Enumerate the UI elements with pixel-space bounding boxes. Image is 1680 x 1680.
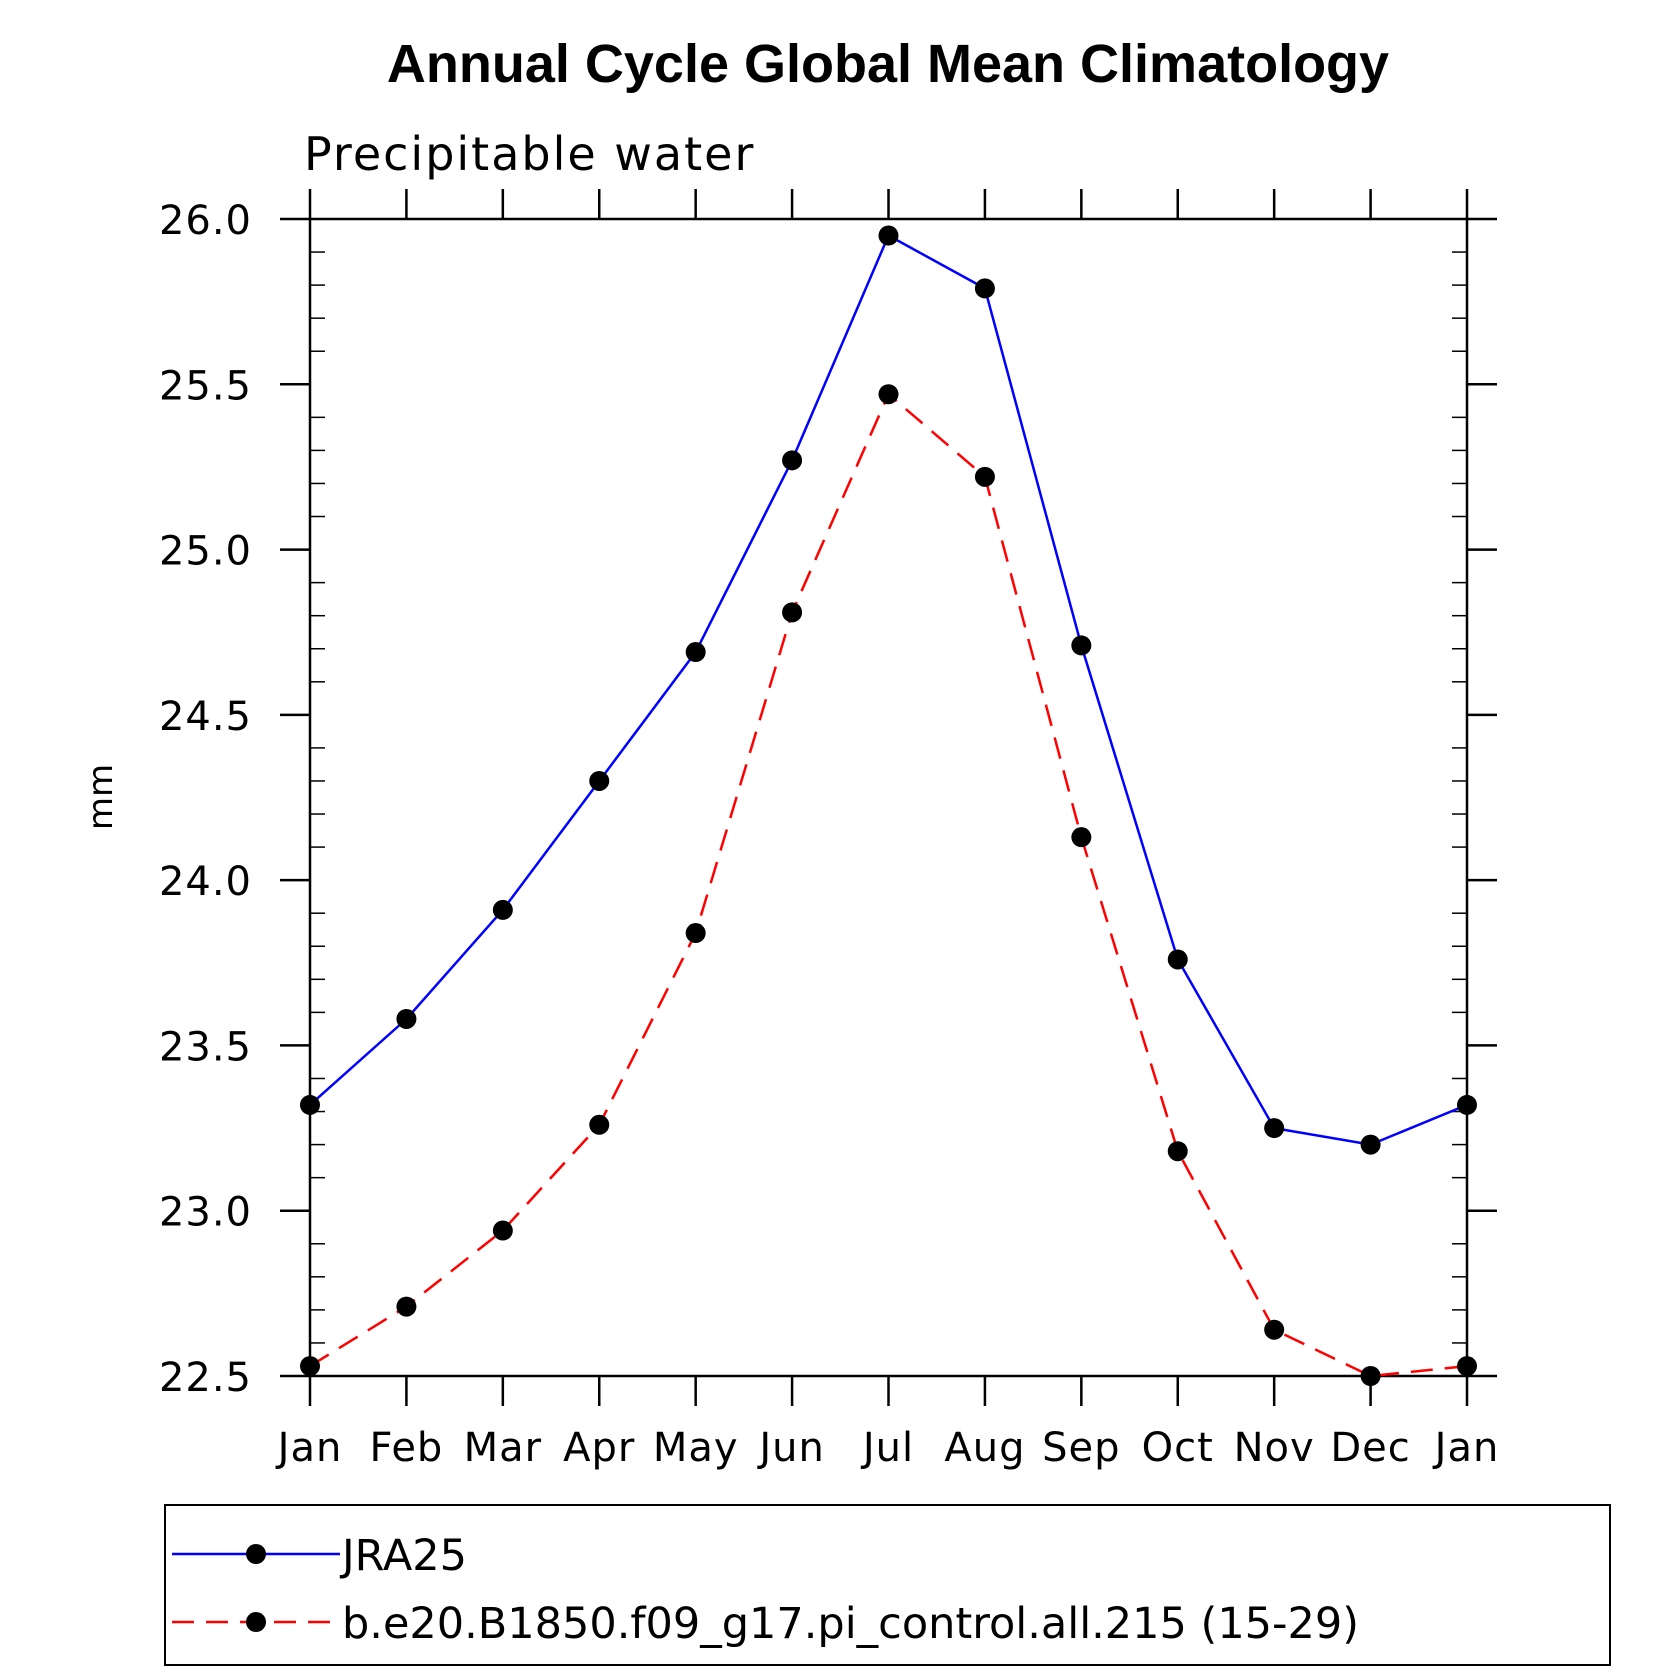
ticks	[280, 189, 1497, 1406]
y-tick-label: 25.0	[159, 529, 252, 575]
x-tick-label: Aug	[944, 1425, 1025, 1471]
legend: JRA25 b.e20.B1850.f09_g17.pi_control.all.…	[164, 1504, 1611, 1666]
data-point	[1360, 1134, 1381, 1155]
y-tick-label: 25.5	[159, 363, 252, 409]
y-tick-label: 23.5	[159, 1024, 252, 1070]
data-point	[396, 1008, 417, 1029]
x-tick-label: May	[653, 1425, 739, 1471]
x-tick-label: Mar	[464, 1425, 542, 1471]
data-point	[589, 770, 610, 791]
x-tick-label: Jun	[756, 1425, 825, 1471]
y-tick-label: 23.0	[159, 1190, 252, 1236]
data-point	[300, 1356, 320, 1377]
data-point	[492, 1220, 513, 1241]
legend-marker-0	[246, 1544, 266, 1564]
data-point	[974, 278, 995, 299]
x-tick-label: Jul	[860, 1425, 914, 1471]
y-tick-label: 22.5	[159, 1355, 252, 1401]
data-point	[1167, 949, 1188, 970]
data-point	[782, 602, 803, 623]
x-tick-label: Jan	[275, 1425, 343, 1471]
data-point	[1360, 1366, 1381, 1386]
data-point	[1167, 1141, 1188, 1162]
x-tick-label: Apr	[563, 1425, 635, 1471]
data-point	[1457, 1094, 1477, 1115]
y-tick-label: 26.0	[159, 198, 252, 244]
x-tick-label: Oct	[1142, 1425, 1214, 1471]
x-tick-label: Nov	[1234, 1425, 1315, 1471]
legend-label-0: JRA25	[339, 1531, 467, 1581]
series-markers	[300, 225, 1477, 1386]
data-point	[685, 642, 706, 663]
data-point	[1457, 1356, 1477, 1377]
data-point	[589, 1114, 610, 1135]
series-line-1	[309, 392, 1468, 1378]
x-tick-label: Dec	[1330, 1425, 1410, 1471]
data-point	[396, 1296, 417, 1317]
chart-title: Annual Cycle Global Mean Climatology	[387, 34, 1389, 94]
x-tick-label: Sep	[1042, 1425, 1120, 1471]
x-tick-label: Feb	[370, 1425, 444, 1471]
data-point	[974, 466, 995, 487]
data-point	[300, 1094, 320, 1115]
data-point	[1264, 1319, 1285, 1340]
legend-label-1: b.e20.B1850.f09_g17.pi_control.all.215 (…	[342, 1599, 1359, 1649]
y-tick-label: 24.0	[159, 859, 252, 905]
legend-box	[164, 1504, 1611, 1666]
data-point	[878, 225, 899, 246]
data-point	[492, 899, 513, 920]
chart-subtitle: Precipitable water	[304, 127, 755, 181]
data-point	[878, 384, 899, 405]
data-point	[1071, 827, 1092, 848]
data-point	[1071, 635, 1092, 656]
legend-marker-1	[246, 1612, 266, 1632]
y-tick-label: 24.5	[159, 694, 252, 740]
series-lines	[309, 234, 1468, 1378]
x-tick-label: Jan	[1432, 1425, 1500, 1471]
y-axis-label: mm	[81, 764, 121, 830]
data-point	[782, 450, 803, 471]
series-line-0	[309, 234, 1468, 1146]
data-point	[685, 923, 706, 944]
tick-labels: Jan Feb Mar Apr May Jun Jul Aug Sep Oct Nov Dec Jan 2…	[159, 198, 1500, 1471]
data-point	[1264, 1118, 1285, 1139]
